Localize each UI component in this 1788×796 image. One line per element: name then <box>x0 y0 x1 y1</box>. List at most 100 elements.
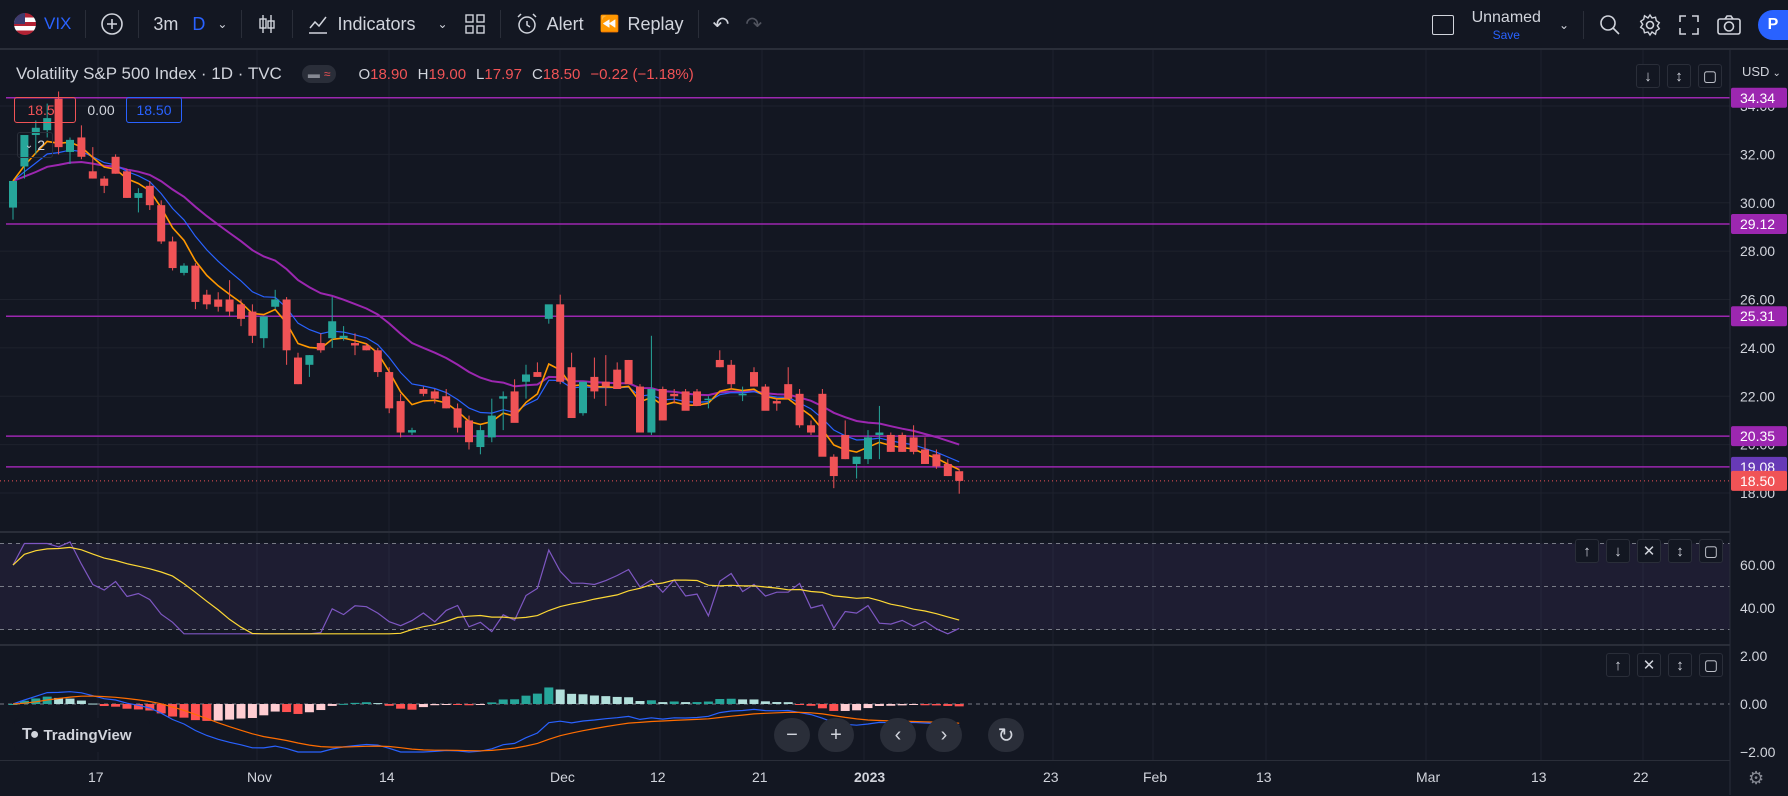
macd-maximize-button[interactable]: ▢ <box>1699 653 1723 677</box>
reset-icon: ↻ <box>997 724 1015 747</box>
macd-histogram-bar <box>589 695 599 704</box>
macd-histogram-bar <box>669 701 679 704</box>
candle-up <box>43 118 52 131</box>
macd-histogram-bar <box>772 702 782 704</box>
rsi-tick-label: 60.00 <box>1740 557 1775 573</box>
scroll-left-button[interactable]: ‹ <box>880 718 916 752</box>
undo-button[interactable]: ↶ <box>705 0 738 49</box>
snapshot-button[interactable] <box>1708 0 1750 50</box>
price-tick-label: 30.00 <box>1740 195 1775 211</box>
chevron-down-icon: ⌄ <box>1558 18 1569 32</box>
price-level-badge <box>1731 306 1787 327</box>
macd-histogram-bar <box>19 700 29 704</box>
candle-up <box>704 398 713 401</box>
symbol-search[interactable]: VIX <box>0 0 79 49</box>
scroll-right-button[interactable]: › <box>926 718 962 752</box>
price-level-badge <box>1731 470 1787 491</box>
reset-chart-button[interactable]: ↻ <box>988 718 1024 752</box>
buy-button[interactable]: 18.50 <box>126 97 182 123</box>
macd-histogram-bar <box>384 704 394 706</box>
profile-avatar[interactable]: P <box>1750 0 1788 50</box>
price-level-label: 18.50 <box>1740 473 1775 489</box>
candle-down <box>123 171 131 198</box>
tradingview-logo[interactable]: T● TradingView <box>14 718 150 752</box>
layout-name-button[interactable]: Unnamed Save <box>1462 0 1551 50</box>
candle-down <box>670 393 679 397</box>
interval-unit: D <box>192 13 206 34</box>
candle-down <box>510 391 519 423</box>
interval-value: 3m <box>153 13 179 34</box>
price-level-label: 34.34 <box>1740 90 1775 106</box>
time-axis-settings-button[interactable]: ⚙ <box>1748 768 1764 789</box>
change-value: −0.22 (−1.18%) <box>590 65 694 83</box>
candle-down <box>88 171 97 179</box>
collapse-indicators-button[interactable]: ⌄ 2 <box>17 132 53 158</box>
chart-canvas[interactable]: 34.0032.0030.0028.0026.0024.0022.0020.00… <box>0 50 1788 795</box>
replay-button[interactable]: ⏪ Replay <box>592 0 692 49</box>
replay-label: Replay <box>627 13 684 34</box>
indicators-button[interactable]: Indicators ⌄ <box>299 0 455 49</box>
macd-move-up-button[interactable]: ↑ <box>1606 653 1630 677</box>
top-toolbar: VIX 3m D ⌄ Indicators ⌄ Alert ⏪ Replay ↶… <box>0 0 1788 50</box>
macd-histogram-bar <box>54 697 64 704</box>
search-button[interactable] <box>1590 0 1630 50</box>
macd-histogram-bar <box>806 704 816 706</box>
macd-histogram-bar <box>646 700 656 704</box>
macd-close-button[interactable]: ✕ <box>1637 653 1661 677</box>
close-icon: ✕ <box>1642 543 1656 560</box>
macd-tick-label: −2.00 <box>1740 744 1776 760</box>
compare-add-button[interactable] <box>92 0 132 49</box>
zoom-out-button[interactable]: − <box>774 718 810 752</box>
grid-lines <box>0 50 1788 760</box>
layout-menu-button[interactable]: ⌄ <box>1551 0 1577 50</box>
move-pane-down-button[interactable]: ↓ <box>1636 64 1660 88</box>
chart-type-button[interactable] <box>248 0 286 49</box>
rsi-maximize-button[interactable]: ▢ <box>1699 539 1723 563</box>
grid-icon <box>464 14 485 34</box>
settings-button[interactable] <box>1630 0 1670 50</box>
candle-down <box>921 449 929 464</box>
close-icon: ✕ <box>1642 657 1656 674</box>
price-tick-label: 28.00 <box>1740 243 1775 259</box>
candle-down <box>658 388 667 421</box>
rsi-close-button[interactable]: ✕ <box>1637 539 1661 563</box>
candle-down <box>316 343 325 351</box>
collapse-pane-button[interactable]: ↕ <box>1667 64 1691 88</box>
rsi-move-up-button[interactable]: ↑ <box>1575 539 1599 563</box>
candle-up <box>499 396 508 399</box>
redo-button[interactable]: ↷ <box>737 0 770 49</box>
alert-button[interactable]: Alert <box>507 0 592 49</box>
currency-label[interactable]: USD ⌄ <box>1742 64 1781 79</box>
maximize-pane-button[interactable]: ▢ <box>1698 64 1722 88</box>
tv-logo-icon: T● <box>22 726 39 743</box>
zoom-in-button[interactable]: + <box>818 718 854 752</box>
macd-histogram-bar <box>931 704 941 706</box>
fullscreen-layout-toggle[interactable] <box>1424 0 1462 50</box>
sell-button[interactable]: 18.50 <box>14 97 76 123</box>
macd-histogram-bar <box>293 704 303 714</box>
candle-down <box>590 376 599 392</box>
alert-label: Alert <box>546 13 584 34</box>
candle-down <box>727 364 736 385</box>
candle-down <box>567 367 576 419</box>
search-icon <box>1600 15 1620 35</box>
price-level-label: 19.08 <box>1740 459 1775 475</box>
macd-histogram-bar <box>464 704 474 706</box>
legend-toggle[interactable]: ▬ ≈ <box>301 65 337 83</box>
macd-histogram-bar <box>555 689 565 704</box>
macd-histogram-bar <box>840 704 850 711</box>
rsi-collapse-button[interactable]: ↕ <box>1668 539 1692 563</box>
time-axis[interactable]: 17 Nov 14 Dec 12 21 2023 23 Feb 13 Mar 13 22 <box>0 760 1730 796</box>
fullscreen-button[interactable] <box>1670 0 1708 50</box>
macd-collapse-button[interactable]: ↕ <box>1668 653 1692 677</box>
rsi-move-down-button[interactable]: ↓ <box>1606 539 1630 563</box>
time-axis-label: Dec <box>550 769 575 785</box>
high-value: 19.00 <box>428 65 467 83</box>
interval-button[interactable]: 3m D ⌄ <box>145 0 235 49</box>
open-value: 18.90 <box>370 65 408 83</box>
time-axis-label: 2023 <box>854 769 886 785</box>
candle-down <box>715 359 724 368</box>
layouts-button[interactable] <box>456 0 494 49</box>
candle-up <box>476 430 485 448</box>
macd-histogram-bar <box>795 704 805 705</box>
